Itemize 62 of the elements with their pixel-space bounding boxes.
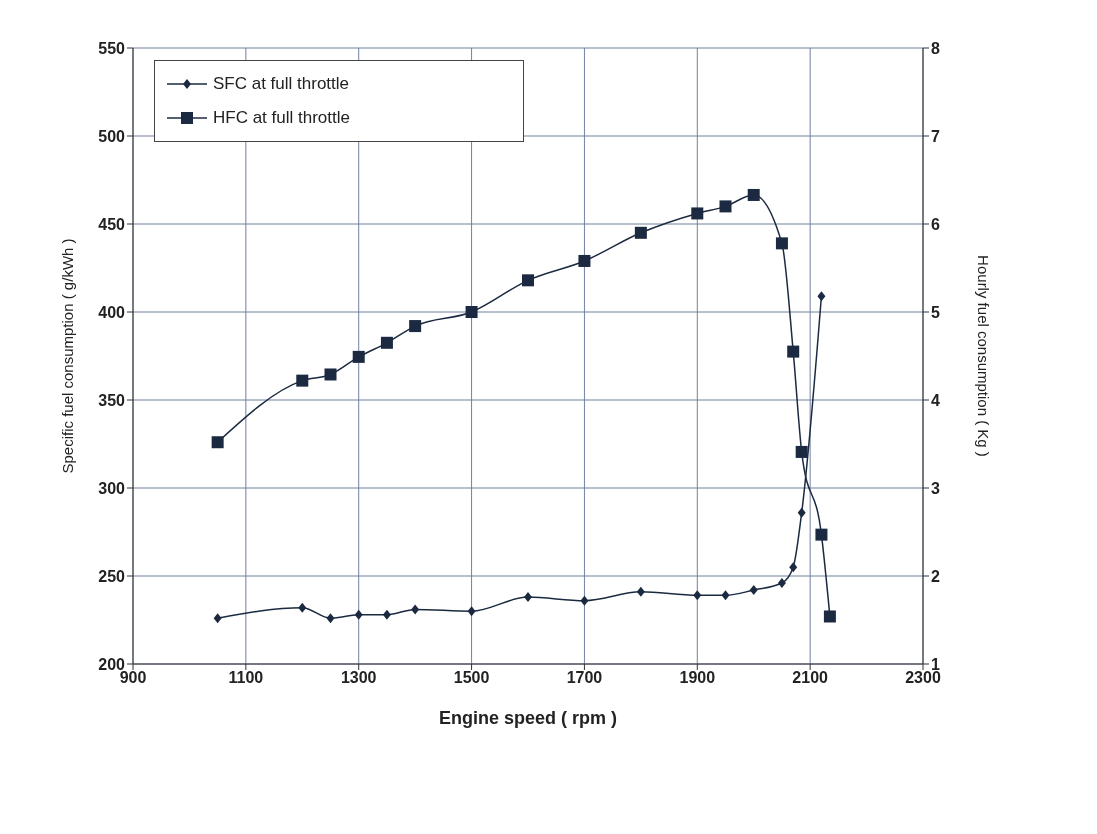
point <box>524 592 532 603</box>
point <box>749 585 758 596</box>
point <box>691 207 704 220</box>
y2-tick-label: 8 <box>931 39 940 57</box>
y2-tick-label: 5 <box>931 303 940 321</box>
point <box>213 613 222 624</box>
y2-tick-label: 7 <box>931 127 940 145</box>
y2-tick-label: 6 <box>931 215 940 233</box>
point <box>787 345 800 358</box>
x-tick-label: 1300 <box>340 669 377 687</box>
y-tick-label: 500 <box>98 127 126 145</box>
point <box>409 320 422 333</box>
point <box>721 590 730 601</box>
point <box>636 586 645 597</box>
y-tick-label: 450 <box>98 215 126 233</box>
point <box>382 609 391 620</box>
point <box>797 507 806 518</box>
y2-tick-label: 3 <box>931 479 940 497</box>
x-tick-label: 1500 <box>453 669 490 687</box>
y2-axis-title: Hourly fuel consumption ( Kg ) <box>974 255 992 457</box>
point <box>467 606 476 617</box>
point <box>719 200 732 213</box>
x-tick-label: 1700 <box>566 669 603 687</box>
point <box>324 368 337 381</box>
point <box>380 336 393 349</box>
point <box>522 274 534 287</box>
point <box>817 291 826 302</box>
y2-tick-label: 4 <box>931 391 940 409</box>
y-tick-label: 250 <box>98 567 126 585</box>
point <box>298 602 307 613</box>
point <box>693 590 702 601</box>
point <box>815 528 828 541</box>
point <box>296 374 309 387</box>
x-tick-label: 1900 <box>679 669 716 687</box>
point <box>789 562 798 573</box>
y-tick-label: 350 <box>98 391 126 409</box>
point <box>352 350 365 363</box>
point <box>354 609 363 620</box>
x-tick-label: 2100 <box>792 669 829 687</box>
point <box>465 306 478 318</box>
point <box>326 613 335 624</box>
legend-label: HFC at full throttle <box>213 108 350 128</box>
x-axis-title: Engine speed ( rpm ) <box>438 708 618 728</box>
x-tick-label: 900 <box>119 669 147 687</box>
point <box>411 604 420 615</box>
point <box>578 254 591 267</box>
point <box>823 610 836 623</box>
x-tick-label: 2300 <box>905 669 941 687</box>
y-tick-label: 550 <box>98 39 126 57</box>
y2-tick-label: 2 <box>931 567 940 585</box>
point <box>211 436 224 449</box>
y-tick-label: 400 <box>98 303 126 321</box>
point <box>775 237 788 250</box>
point <box>747 188 760 201</box>
point <box>795 445 808 458</box>
y-tick-label: 300 <box>98 479 126 497</box>
point <box>580 595 589 606</box>
x-tick-label: 1100 <box>228 669 264 687</box>
legend-label: SFC at full throttle <box>213 74 350 94</box>
y-axis-title: Specific fuel consumption ( g/kWh ) <box>59 238 77 474</box>
point <box>634 226 647 239</box>
point <box>777 578 786 589</box>
